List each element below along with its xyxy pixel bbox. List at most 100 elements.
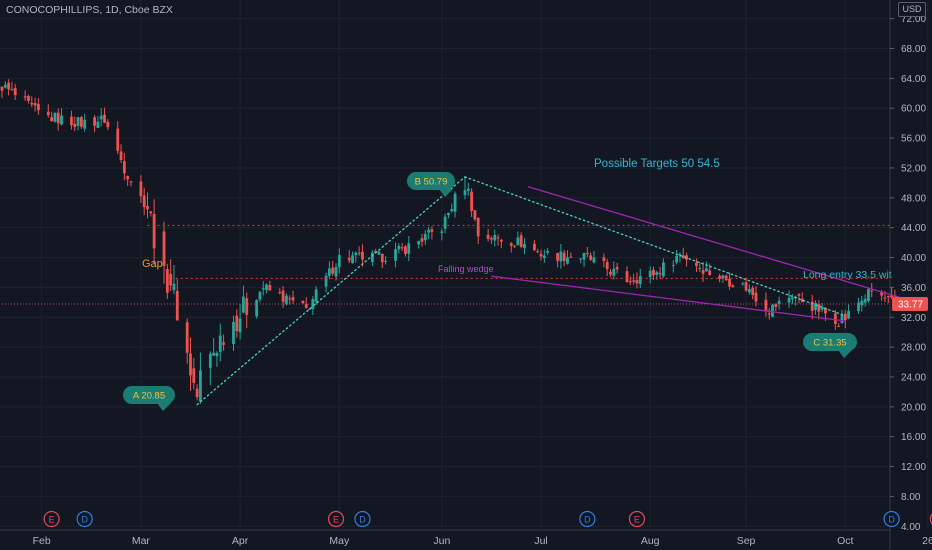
candle <box>27 94 30 104</box>
candle-body <box>635 280 639 284</box>
candle <box>453 191 457 218</box>
candle-body <box>400 247 404 249</box>
candle <box>721 274 725 283</box>
candle <box>99 108 103 127</box>
candle-body <box>255 299 259 317</box>
candle-body <box>258 291 262 300</box>
symbol-title[interactable]: CONOCOPHILLIPS, 1D, Cboe BZX <box>6 4 173 16</box>
candle-body <box>562 252 566 261</box>
candle-body <box>347 257 351 261</box>
candle-body <box>883 297 887 299</box>
candle-body <box>10 89 14 91</box>
x-tick-label: Apr <box>232 535 249 547</box>
candle <box>169 259 173 292</box>
candle <box>774 303 778 312</box>
candle <box>427 227 431 240</box>
x-tick-label: May <box>329 535 350 547</box>
long-entry-text: Long entry 33.5 wit <box>803 269 892 281</box>
candle-body <box>70 116 73 126</box>
candle-body <box>195 388 199 398</box>
candle-body <box>175 290 179 321</box>
candle <box>235 309 239 338</box>
candle <box>605 258 609 277</box>
candle <box>476 217 480 245</box>
candle-body <box>582 252 586 260</box>
candle-body <box>602 257 606 262</box>
candle-body <box>139 181 143 197</box>
candle <box>212 338 216 356</box>
y-tick-label: 36.00 <box>901 283 926 294</box>
candle <box>327 261 331 280</box>
point-c-label: C 31.35 <box>803 333 857 358</box>
x-tick-label: Jun <box>433 535 450 547</box>
candle-body <box>579 258 583 260</box>
candle-body <box>46 111 50 116</box>
candle-body <box>671 264 675 266</box>
candle-body <box>625 271 629 283</box>
candle <box>589 252 593 262</box>
y-tick-label: 52.00 <box>901 163 926 174</box>
candle <box>162 221 166 284</box>
marker-circle <box>628 510 646 528</box>
candle-body <box>430 229 434 232</box>
candle-body <box>490 238 493 240</box>
candle <box>695 258 698 272</box>
candle-body <box>304 303 308 308</box>
candle-body <box>628 281 632 283</box>
dividend-marker: D <box>883 510 900 528</box>
candle <box>397 243 401 254</box>
y-tick-label: 44.00 <box>901 223 926 234</box>
candle-body <box>648 270 652 278</box>
currency-badge[interactable]: USD <box>898 2 926 17</box>
candle <box>579 258 583 264</box>
candle <box>337 248 341 274</box>
candle-body <box>833 313 837 324</box>
candle <box>242 285 245 314</box>
candle-body <box>212 352 216 356</box>
candle <box>0 86 4 99</box>
candle <box>771 303 774 318</box>
candle-body <box>559 251 563 262</box>
candle-body <box>129 181 133 183</box>
y-tick-label: 8.00 <box>901 492 921 503</box>
candle-body <box>790 297 794 300</box>
y-tick-label: 40.00 <box>901 253 926 264</box>
candle <box>33 97 37 112</box>
candle <box>152 199 156 265</box>
candle-body <box>466 188 470 191</box>
candle-body <box>777 300 781 305</box>
candle <box>814 300 817 315</box>
gap-text: Gap <box>142 258 163 270</box>
point-b-label: B 50.79 <box>407 172 455 197</box>
candle-body <box>314 289 318 302</box>
candle <box>546 247 550 255</box>
candle <box>149 210 153 217</box>
candle-body <box>119 151 123 160</box>
candle-body <box>361 251 364 260</box>
marker-letter: D <box>359 515 366 525</box>
candle <box>291 290 295 304</box>
candle <box>751 285 755 300</box>
candle-body <box>837 325 841 327</box>
candle <box>447 212 450 219</box>
candle-body <box>592 257 596 263</box>
candle-body <box>731 285 735 287</box>
candle <box>499 238 503 249</box>
candle-body <box>824 307 827 314</box>
candle-body <box>771 304 774 317</box>
candle-body <box>199 370 202 402</box>
candle-body <box>36 103 40 111</box>
marker-letter: E <box>49 515 55 525</box>
candle <box>790 294 794 305</box>
candle <box>195 384 199 401</box>
candle-body <box>407 243 411 254</box>
candle <box>70 110 73 130</box>
candle-body <box>169 273 173 286</box>
candle-body <box>698 267 702 269</box>
candle <box>741 281 745 286</box>
candle-body <box>7 82 11 90</box>
wedge-line <box>491 275 846 322</box>
candle-body <box>172 283 176 291</box>
